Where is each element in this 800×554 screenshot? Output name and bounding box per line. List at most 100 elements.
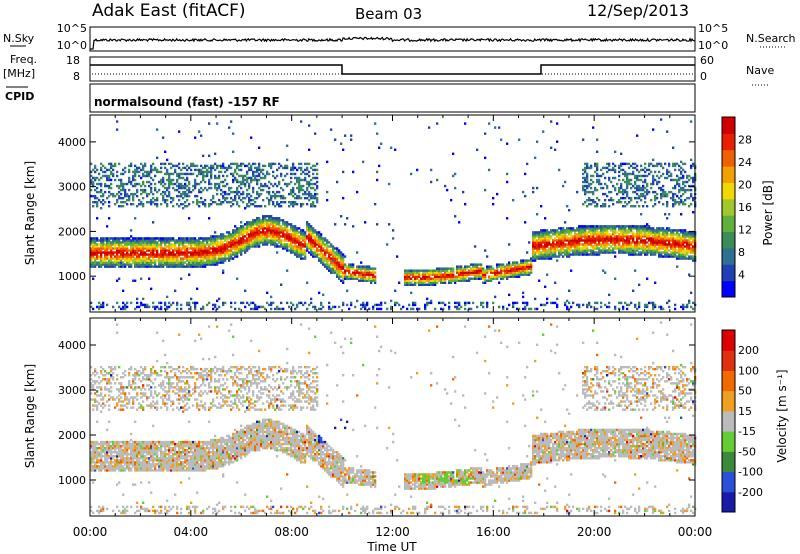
power-cell (184, 172, 187, 176)
power-cell (252, 231, 255, 234)
power-cell (196, 257, 199, 260)
power-cell (646, 182, 649, 186)
power-cell (180, 251, 183, 254)
power-cell (172, 249, 175, 252)
power-cell (564, 243, 567, 246)
power-cell (164, 249, 167, 252)
power-cell (262, 168, 265, 172)
power-cell (640, 168, 643, 172)
power-cell (176, 257, 179, 260)
power-cell (200, 245, 203, 248)
power-cell (224, 259, 227, 262)
power-cell (192, 261, 195, 264)
power-cell (170, 245, 173, 248)
power-cell (94, 170, 97, 174)
power-cell (296, 231, 299, 234)
power-cell (266, 225, 269, 228)
power-cell (280, 219, 283, 222)
power-cell (310, 237, 313, 240)
power-cell (624, 162, 627, 166)
power-cell (456, 271, 459, 274)
power-cell (476, 267, 479, 270)
power-cell (318, 243, 321, 246)
power-cell (596, 253, 599, 256)
power-cell (108, 194, 111, 198)
power-cell (222, 200, 225, 204)
power-cell (302, 178, 305, 182)
power-cell (152, 192, 155, 196)
power-cell (486, 255, 489, 258)
power-cell (646, 251, 649, 254)
power-cell (152, 251, 155, 254)
power-cell (600, 186, 603, 190)
power-cell (218, 198, 221, 202)
power-cell (174, 247, 177, 250)
power-cell (196, 259, 199, 262)
power-cell (358, 275, 361, 278)
power-cell (102, 194, 105, 198)
power-cell (476, 265, 479, 268)
power-cell (294, 237, 297, 240)
power-cell (578, 233, 581, 236)
power-cell (320, 237, 323, 240)
power-cell (218, 255, 221, 258)
power-cell (664, 255, 667, 258)
power-cell (656, 182, 659, 186)
power-cell (144, 170, 147, 174)
power-cell (152, 253, 155, 256)
power-cell (422, 269, 425, 272)
power-cell (114, 261, 117, 264)
power-cell (256, 233, 259, 236)
power-cell (194, 301, 197, 305)
power-cell (416, 277, 419, 280)
power-cell (122, 186, 125, 190)
power-cell (170, 265, 173, 268)
power-cell (506, 277, 509, 280)
power-cell (274, 225, 277, 228)
power-cell (552, 245, 555, 248)
power-cell (634, 243, 637, 246)
power-cell (338, 261, 341, 264)
power-cell (638, 235, 641, 238)
power-cell (318, 249, 321, 252)
power-cell (572, 301, 575, 305)
power-cell (186, 194, 189, 198)
power-cell (472, 263, 475, 266)
power-cell (254, 166, 257, 170)
power-cell (552, 251, 555, 254)
power-cell (372, 307, 375, 311)
power-cell (470, 269, 473, 272)
power-cell (582, 233, 585, 236)
power-cell (216, 202, 219, 206)
power-cell (586, 162, 589, 166)
power-cell (634, 182, 637, 186)
power-cell (590, 231, 593, 234)
power-cell (660, 227, 663, 230)
power-cell (590, 227, 593, 230)
power-cell (134, 263, 137, 266)
power-cell (146, 253, 149, 256)
power-cell (582, 243, 585, 246)
power-cell (324, 237, 327, 240)
power-cell (654, 249, 657, 252)
power-cell (304, 172, 307, 176)
power-cell (136, 245, 139, 248)
power-cell (548, 233, 551, 236)
power-cell (440, 275, 443, 278)
power-cell (596, 204, 599, 208)
power-cell (312, 255, 315, 258)
power-cell (418, 275, 421, 278)
power-cell (642, 243, 645, 246)
power-cell (572, 241, 575, 244)
power-cell (534, 156, 537, 160)
power-cell (160, 247, 163, 250)
power-cell (604, 204, 607, 208)
power-cell (644, 166, 647, 170)
power-cell (308, 198, 311, 202)
power-cell (120, 265, 123, 268)
power-cell (618, 307, 621, 311)
power-cell (626, 235, 629, 238)
power-cell (140, 176, 143, 180)
power-cell (122, 168, 125, 172)
power-cell (644, 162, 647, 166)
